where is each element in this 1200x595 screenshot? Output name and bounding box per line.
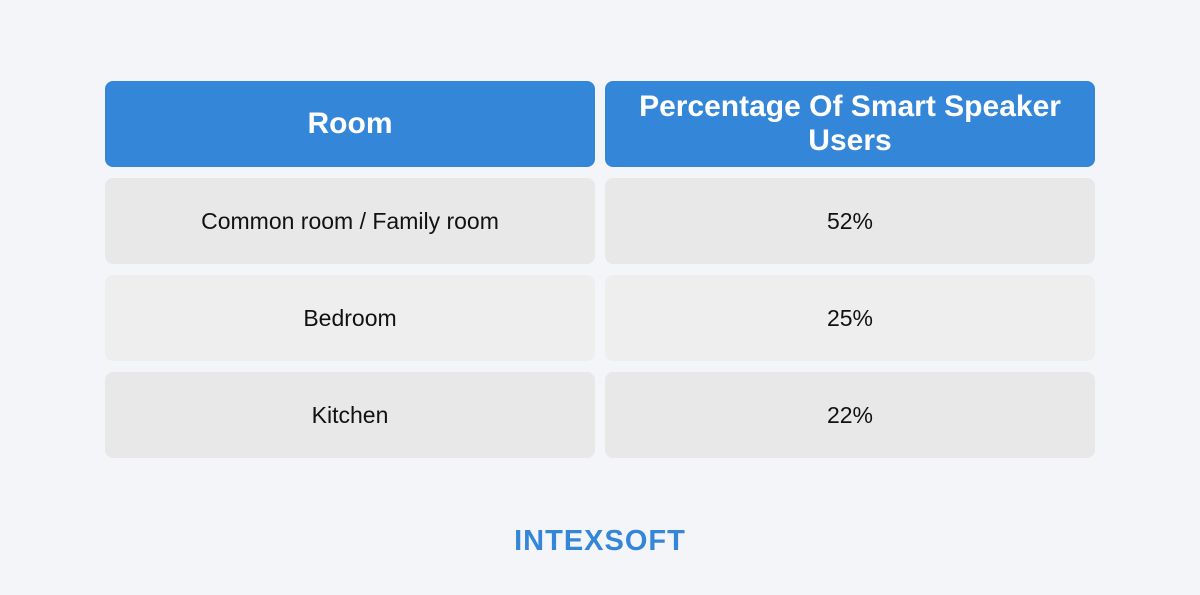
table-row: Kitchen 22% xyxy=(105,372,1096,458)
cell-percentage: 25% xyxy=(605,275,1095,361)
header-room: Room xyxy=(105,81,595,167)
header-percentage: Percentage Of Smart Speaker Users xyxy=(605,81,1095,167)
cell-room: Bedroom xyxy=(105,275,595,361)
cell-room: Common room / Family room xyxy=(105,178,595,264)
intexsoft-logo: INTEXSOFT xyxy=(514,524,686,557)
cell-room: Kitchen xyxy=(105,372,595,458)
cell-percentage: 52% xyxy=(605,178,1095,264)
cell-percentage: 22% xyxy=(605,372,1095,458)
smart-speaker-room-table: Room Percentage Of Smart Speaker Users C… xyxy=(105,81,1096,469)
table-row: Common room / Family room 52% xyxy=(105,178,1096,264)
table-header-row: Room Percentage Of Smart Speaker Users xyxy=(105,81,1096,167)
table-row: Bedroom 25% xyxy=(105,275,1096,361)
